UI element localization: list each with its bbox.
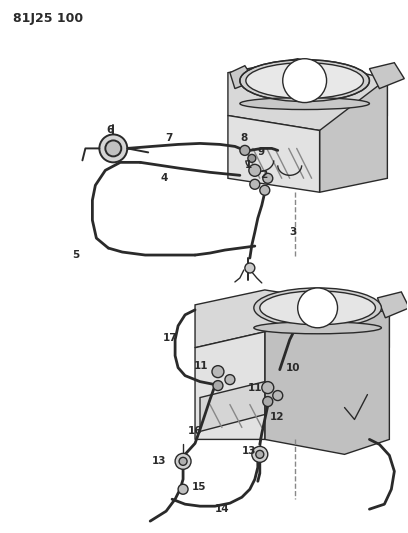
Circle shape	[263, 397, 273, 407]
Text: 6: 6	[106, 125, 113, 135]
Text: 2: 2	[260, 171, 267, 180]
Circle shape	[256, 450, 264, 458]
Text: 8: 8	[240, 133, 247, 143]
Polygon shape	[230, 66, 255, 88]
Circle shape	[298, 288, 337, 328]
Circle shape	[262, 382, 274, 393]
Polygon shape	[265, 310, 389, 454]
Ellipse shape	[254, 322, 381, 334]
Circle shape	[100, 134, 127, 163]
Circle shape	[212, 366, 224, 377]
Polygon shape	[195, 290, 389, 348]
Polygon shape	[195, 332, 265, 439]
Text: 13: 13	[152, 456, 167, 466]
Text: 7: 7	[165, 133, 173, 143]
Ellipse shape	[240, 98, 369, 110]
Circle shape	[250, 179, 260, 189]
Text: 5: 5	[73, 250, 80, 260]
Text: 3: 3	[290, 227, 297, 237]
Text: 14: 14	[215, 504, 230, 514]
Text: 4: 4	[160, 173, 168, 183]
Circle shape	[248, 155, 256, 163]
Text: 10: 10	[286, 362, 300, 373]
Ellipse shape	[240, 60, 369, 102]
Circle shape	[283, 59, 326, 102]
Text: 16: 16	[188, 426, 202, 437]
Circle shape	[175, 454, 191, 470]
Polygon shape	[228, 116, 319, 192]
Text: 11: 11	[194, 361, 208, 370]
Circle shape	[178, 484, 188, 494]
Polygon shape	[377, 292, 408, 318]
Circle shape	[240, 146, 250, 156]
Ellipse shape	[254, 288, 381, 328]
Polygon shape	[319, 79, 387, 192]
Ellipse shape	[246, 63, 364, 99]
Polygon shape	[369, 63, 404, 88]
Circle shape	[225, 375, 235, 385]
Circle shape	[245, 263, 255, 273]
Text: 12: 12	[270, 413, 284, 423]
Text: 17: 17	[163, 333, 178, 343]
Circle shape	[263, 173, 273, 183]
Circle shape	[179, 457, 187, 465]
Circle shape	[273, 391, 283, 400]
Text: 9: 9	[258, 148, 265, 157]
Polygon shape	[200, 382, 265, 431]
Circle shape	[249, 164, 261, 176]
Circle shape	[105, 140, 121, 156]
Text: 15: 15	[192, 482, 206, 492]
Text: 11: 11	[248, 383, 262, 393]
Ellipse shape	[260, 291, 375, 325]
Text: 1: 1	[245, 160, 252, 171]
Circle shape	[260, 185, 270, 195]
Text: 13: 13	[242, 446, 256, 456]
Circle shape	[213, 381, 223, 391]
Polygon shape	[228, 59, 387, 131]
Text: 81J25 100: 81J25 100	[13, 12, 83, 26]
Circle shape	[252, 446, 268, 462]
